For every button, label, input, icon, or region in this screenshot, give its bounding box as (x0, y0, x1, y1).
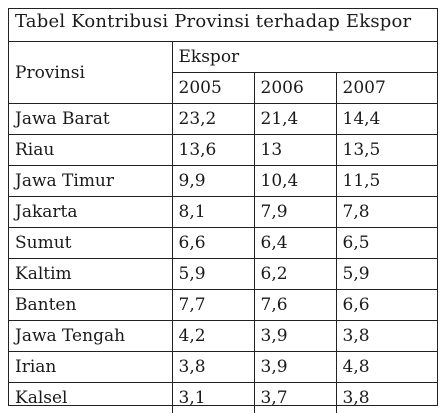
province-cell: Sumut (9, 228, 172, 259)
value-cell: 6,6 (336, 290, 437, 321)
value-cell: 7,6 (254, 290, 336, 321)
value-cell: 3,1 (172, 383, 254, 413)
table-row: Riau 13,6 13 13,5 (9, 135, 437, 166)
province-cell: Jawa Timur (9, 166, 172, 197)
value-cell: 6,4 (254, 228, 336, 259)
province-cell: Jawa Barat (9, 104, 172, 135)
export-table: Provinsi Ekspor 2005 2006 2007 Jawa Bara… (9, 41, 437, 413)
table-row: Banten 7,7 7,6 6,6 (9, 290, 437, 321)
table-row: Jawa Barat 23,2 21,4 14,4 (9, 104, 437, 135)
province-column-header: Provinsi (9, 42, 172, 104)
value-cell: 10,4 (254, 166, 336, 197)
value-cell: 7,9 (254, 197, 336, 228)
table-row: Jawa Timur 9,9 10,4 11,5 (9, 166, 437, 197)
province-cell: Jakarta (9, 197, 172, 228)
value-cell: 23,2 (172, 104, 254, 135)
province-cell: Irian (9, 352, 172, 383)
province-cell: Banten (9, 290, 172, 321)
year-header: 2007 (336, 73, 437, 104)
header-row-1: Provinsi Ekspor (9, 42, 437, 73)
value-cell: 4,2 (172, 321, 254, 352)
value-cell: 3,8 (336, 321, 437, 352)
value-cell: 11,5 (336, 166, 437, 197)
table-row: Jawa Tengah 4,2 3,9 3,8 (9, 321, 437, 352)
table-row: Kalsel 3,1 3,7 3,8 (9, 383, 437, 413)
table-row: Irian 3,8 3,9 4,8 (9, 352, 437, 383)
value-cell: 7,7 (172, 290, 254, 321)
value-cell: 13 (254, 135, 336, 166)
value-cell: 7,8 (336, 197, 437, 228)
table-row: Jakarta 8,1 7,9 7,8 (9, 197, 437, 228)
value-cell: 13,5 (336, 135, 437, 166)
year-header: 2006 (254, 73, 336, 104)
value-cell: 4,8 (336, 352, 437, 383)
table-row: Sumut 6,6 6,4 6,5 (9, 228, 437, 259)
value-cell: 5,9 (336, 259, 437, 290)
province-cell: Jawa Tengah (9, 321, 172, 352)
export-group-header: Ekspor (172, 42, 437, 73)
value-cell: 5,9 (172, 259, 254, 290)
province-cell: Kalsel (9, 383, 172, 413)
value-cell: 3,8 (336, 383, 437, 413)
value-cell: 6,2 (254, 259, 336, 290)
table-row: Kaltim 5,9 6,2 5,9 (9, 259, 437, 290)
province-cell: Riau (9, 135, 172, 166)
table-frame: Tabel Kontribusi Provinsi terhadap Ekspo… (8, 8, 438, 406)
value-cell: 13,6 (172, 135, 254, 166)
value-cell: 3,9 (254, 321, 336, 352)
value-cell: 3,8 (172, 352, 254, 383)
value-cell: 9,9 (172, 166, 254, 197)
table-title: Tabel Kontribusi Provinsi terhadap Ekspo… (15, 11, 411, 32)
value-cell: 14,4 (336, 104, 437, 135)
value-cell: 8,1 (172, 197, 254, 228)
value-cell: 6,6 (172, 228, 254, 259)
year-header: 2005 (172, 73, 254, 104)
value-cell: 21,4 (254, 104, 336, 135)
value-cell: 6,5 (336, 228, 437, 259)
value-cell: 3,9 (254, 352, 336, 383)
province-cell: Kaltim (9, 259, 172, 290)
value-cell: 3,7 (254, 383, 336, 413)
